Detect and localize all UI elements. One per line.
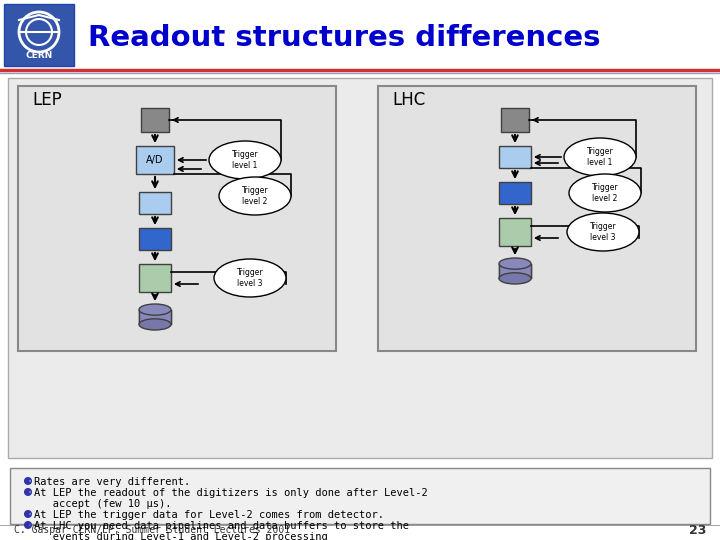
- Ellipse shape: [499, 273, 531, 284]
- Text: LEP: LEP: [32, 91, 62, 109]
- Bar: [141, 108, 169, 132]
- Text: Rates are very different.: Rates are very different.: [34, 477, 190, 487]
- Bar: [139, 264, 171, 292]
- Bar: [4, 4, 74, 66]
- Bar: [499, 264, 531, 279]
- Bar: [499, 218, 531, 246]
- Text: ⚈: ⚈: [22, 488, 32, 498]
- Text: A/D: A/D: [146, 155, 163, 165]
- Bar: [136, 146, 174, 174]
- Text: At LEP the trigger data for Level-2 comes from detector.: At LEP the trigger data for Level-2 come…: [34, 510, 384, 520]
- Bar: [139, 309, 171, 325]
- Bar: [378, 86, 696, 351]
- Ellipse shape: [567, 213, 639, 251]
- Ellipse shape: [219, 177, 291, 215]
- Text: Readout structures differences: Readout structures differences: [88, 24, 600, 52]
- Bar: [499, 146, 531, 168]
- Bar: [8, 78, 712, 458]
- Text: Trigger
level 2: Trigger level 2: [592, 183, 618, 202]
- Text: Trigger
level 3: Trigger level 3: [590, 222, 616, 242]
- Ellipse shape: [209, 141, 281, 179]
- Text: 23: 23: [688, 523, 706, 537]
- Bar: [139, 309, 171, 325]
- Text: events during Level-1 and Level-2 processing: events during Level-1 and Level-2 proces…: [34, 532, 328, 540]
- Bar: [0, 0, 720, 70]
- Ellipse shape: [139, 319, 171, 330]
- Text: ⚈: ⚈: [22, 510, 32, 520]
- Text: Trigger
level 2: Trigger level 2: [242, 186, 269, 206]
- Text: Trigger
level 3: Trigger level 3: [237, 268, 264, 288]
- Bar: [501, 108, 529, 132]
- Bar: [10, 468, 710, 524]
- Ellipse shape: [564, 138, 636, 176]
- Text: ⚈: ⚈: [22, 477, 32, 487]
- Bar: [18, 86, 336, 351]
- Bar: [139, 228, 171, 250]
- Text: ⚈: ⚈: [22, 521, 32, 531]
- Text: At LEP the readout of the digitizers is only done after Level-2: At LEP the readout of the digitizers is …: [34, 488, 428, 498]
- Bar: [499, 264, 531, 279]
- Ellipse shape: [569, 174, 641, 212]
- Ellipse shape: [214, 259, 286, 297]
- Ellipse shape: [499, 258, 531, 269]
- Bar: [139, 192, 171, 214]
- Bar: [499, 182, 531, 204]
- Text: CERN: CERN: [25, 51, 53, 59]
- Text: LHC: LHC: [392, 91, 426, 109]
- Text: At LHC you need data pipelines and data buffers to store the: At LHC you need data pipelines and data …: [34, 521, 409, 531]
- Text: C. Gaspar CERN/EP, Summer Student Lectures 2001: C. Gaspar CERN/EP, Summer Student Lectur…: [14, 525, 290, 535]
- Ellipse shape: [139, 304, 171, 315]
- Text: Trigger
level 1: Trigger level 1: [587, 147, 613, 167]
- Text: Trigger
level 1: Trigger level 1: [232, 150, 258, 170]
- Text: accept (few 10 μs).: accept (few 10 μs).: [34, 499, 171, 509]
